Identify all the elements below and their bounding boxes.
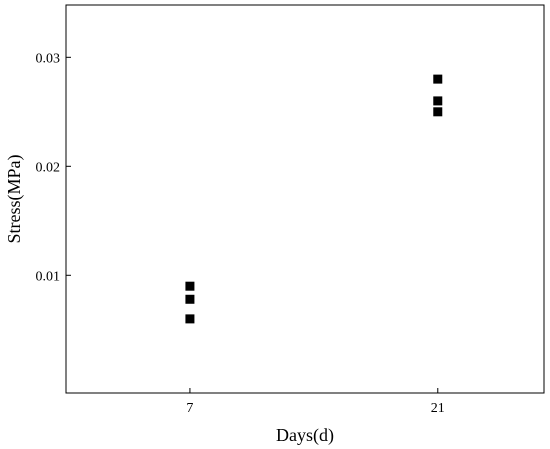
data-points bbox=[185, 74, 443, 324]
y-axis: 0.01 0.02 0.03 bbox=[36, 51, 71, 284]
data-point bbox=[433, 96, 443, 106]
data-point bbox=[433, 107, 443, 117]
x-tick-label: 7 bbox=[186, 401, 193, 416]
x-axis: 7 21 bbox=[186, 388, 445, 416]
data-point bbox=[185, 281, 195, 291]
y-axis-title: Stress(MPa) bbox=[4, 154, 25, 243]
x-tick-label: 21 bbox=[431, 401, 445, 416]
y-tick-label: 0.03 bbox=[36, 51, 61, 66]
y-tick-label: 0.02 bbox=[36, 160, 61, 175]
data-point bbox=[185, 294, 195, 304]
data-point bbox=[185, 314, 195, 324]
x-axis-title: Days(d) bbox=[276, 425, 334, 446]
y-tick-label: 0.01 bbox=[36, 269, 61, 284]
plot-frame bbox=[65, 4, 545, 394]
data-point bbox=[433, 74, 443, 84]
